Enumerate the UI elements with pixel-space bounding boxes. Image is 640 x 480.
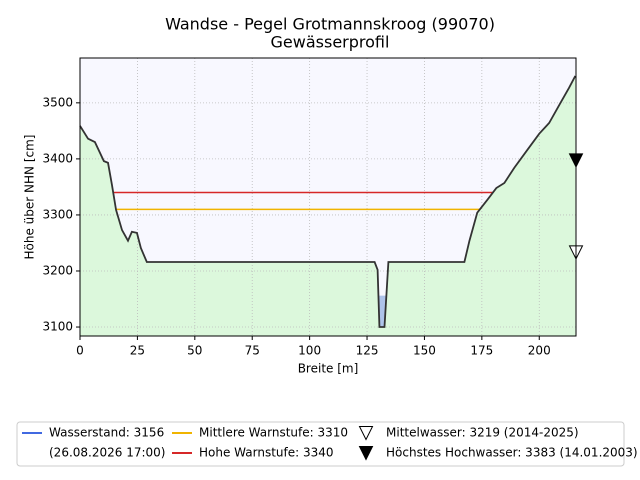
legend-marker: [358, 426, 374, 441]
x-axis-label: Breite [m]: [298, 362, 359, 376]
x-tick-label: 150: [413, 344, 436, 358]
x-tick-label: 50: [187, 344, 202, 358]
legend-label: Mittlere Warnstufe: 3310: [199, 426, 348, 440]
legend-label: Höchstes Hochwasser: 3383 (14.01.2003): [386, 446, 638, 460]
legend-note: (26.08.2026 17:00): [49, 446, 165, 460]
y-tick-label: 3500: [42, 95, 73, 109]
y-tick-label: 3300: [42, 207, 73, 221]
x-tick-label: 200: [528, 344, 551, 358]
grid: [79, 58, 576, 336]
x-tick-label: 25: [130, 344, 145, 358]
terrain-line: [79, 75, 577, 328]
legend-label: Hohe Warnstufe: 3340: [199, 446, 334, 460]
y-tick-label: 3100: [42, 320, 73, 334]
y-tick-label: 3400: [42, 151, 73, 165]
legend-marker: [358, 446, 374, 461]
x-tick-label: 75: [245, 344, 260, 358]
chart-subtitle: Gewässerprofil: [271, 33, 390, 52]
x-tick-label: 175: [470, 344, 493, 358]
legend-box: [16, 421, 625, 467]
x-tick-label: 125: [356, 344, 379, 358]
y-axis-label: Höhe über NHN [cm]: [23, 135, 37, 260]
x-tick-label: 0: [76, 344, 84, 358]
x-tick-label: 100: [298, 344, 321, 358]
legend-label: Mittelwasser: 3219 (2014-2025): [386, 426, 579, 440]
chart-title: Wandse - Pegel Grotmannskroog (99070): [165, 15, 495, 34]
y-tick-label: 3200: [42, 263, 73, 277]
legend-label: Wasserstand: 3156: [49, 426, 164, 440]
plot-frame: [79, 57, 577, 337]
